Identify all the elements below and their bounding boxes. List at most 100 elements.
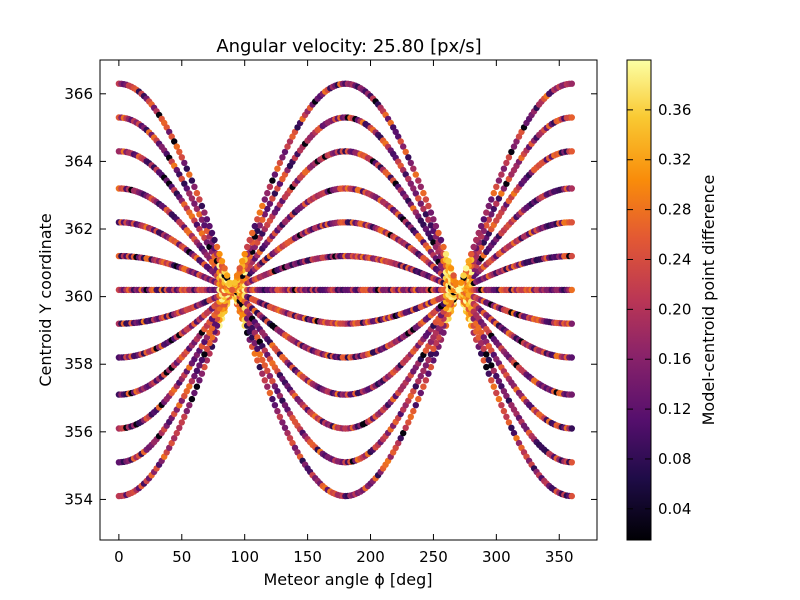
- scatter-point: [281, 424, 289, 431]
- scatter-point: [483, 363, 490, 371]
- scatter-point: [483, 209, 490, 216]
- scatter-point: [417, 389, 424, 397]
- scatter-point: [261, 211, 268, 218]
- scatter-point: [400, 429, 407, 437]
- scatter-point: [168, 439, 175, 447]
- scatter-point: [432, 350, 440, 357]
- scatter-point: [568, 492, 575, 500]
- scatter-point: [420, 205, 427, 213]
- scatter-point: [427, 209, 435, 216]
- scatter-point: [488, 211, 495, 218]
- scatter-point: [276, 159, 284, 167]
- scatter-point: [435, 324, 442, 332]
- scatter-point: [166, 444, 173, 451]
- scatter-point: [490, 205, 497, 213]
- y-tick-label: 366: [64, 85, 93, 103]
- x-tick-label: 300: [482, 548, 511, 566]
- scatter-point: [266, 372, 274, 380]
- scatter-point: [264, 367, 271, 374]
- scatter-point: [485, 356, 492, 364]
- scatter-point: [420, 383, 427, 390]
- x-tick-label: 200: [356, 548, 385, 566]
- scatter-point: [425, 370, 432, 377]
- scatter-point: [196, 196, 203, 203]
- scatter-point: [483, 351, 490, 358]
- colorbar-label: Model-centroid point difference: [699, 175, 718, 426]
- scatter-point: [495, 195, 503, 202]
- plot-frame: [99, 59, 598, 541]
- scatter-point: [261, 196, 268, 203]
- y-axis-label: Centroid Y coordinate: [36, 213, 55, 386]
- scatter-point: [181, 180, 188, 187]
- x-tick-label: 0: [114, 548, 124, 566]
- scatter-point: [410, 185, 417, 192]
- scatter-point: [392, 128, 399, 136]
- scatter-point: [203, 345, 211, 352]
- scatter-point: [186, 171, 193, 178]
- scatter-point: [480, 216, 487, 223]
- colorbar-tick-label: 0.08: [658, 450, 691, 468]
- scatter-point: [208, 229, 216, 237]
- scatter-point: [515, 439, 523, 447]
- scatter-point: [206, 339, 213, 347]
- scatter-point: [186, 190, 193, 197]
- scatter-point: [188, 195, 196, 202]
- scatter-point: [425, 356, 432, 364]
- scatter-point: [276, 392, 284, 400]
- scatter-point: [226, 279, 233, 286]
- scatter-point: [505, 419, 513, 426]
- scatter-point: [218, 258, 226, 265]
- scatter-point: [251, 350, 258, 357]
- scatter-point: [239, 258, 246, 265]
- scatter-point: [249, 334, 256, 341]
- scatter-point: [412, 402, 419, 409]
- scatter-point: [480, 357, 487, 364]
- scatter-point: [166, 128, 173, 136]
- scatter-point: [488, 377, 495, 384]
- scatter-point: [274, 165, 281, 172]
- scatter-point: [432, 339, 440, 347]
- scatter-point: [508, 424, 515, 431]
- scatter-point: [266, 183, 274, 190]
- scatter-point: [505, 154, 513, 161]
- scatter-point: [188, 395, 196, 403]
- scatter-point: [490, 367, 497, 374]
- scatter-point: [271, 171, 279, 178]
- scatter-point: [498, 171, 505, 178]
- x-tick-label: 250: [419, 548, 448, 566]
- scatter-point: [410, 388, 417, 395]
- colorbar-tick-label: 0.32: [658, 151, 691, 169]
- scatter-point: [286, 435, 294, 442]
- scatter-point: [405, 154, 412, 161]
- scatter-point: [508, 148, 515, 156]
- scatter-point: [183, 388, 190, 395]
- y-tick-label: 354: [64, 490, 93, 508]
- scatter-point: [422, 377, 430, 384]
- scatter-point: [568, 252, 575, 260]
- x-tick-label: 50: [172, 548, 191, 566]
- scatter-point: [412, 190, 419, 197]
- scatter-point: [198, 216, 206, 223]
- scatter-point: [498, 383, 505, 390]
- scatter-point: [455, 286, 462, 294]
- scatter-point: [417, 183, 424, 190]
- scatter-point: [206, 222, 213, 230]
- scatter-point: [430, 216, 437, 223]
- scatter-point: [269, 395, 276, 403]
- scatter-point: [480, 345, 487, 352]
- scatter-point: [201, 363, 208, 371]
- scatter-point: [171, 435, 178, 442]
- scatter-point: [203, 357, 211, 364]
- scatter-point: [407, 180, 414, 187]
- scatter-point: [485, 202, 492, 210]
- scatter-point: [495, 395, 503, 403]
- scatter-point: [432, 222, 440, 230]
- scatter-point: [488, 362, 495, 369]
- scatter-point: [203, 216, 211, 223]
- scatter-point: [201, 222, 208, 229]
- scatter-point: [186, 383, 193, 390]
- scatter-point: [191, 183, 198, 190]
- scatter-point: [274, 388, 281, 395]
- scatter-point: [236, 265, 243, 272]
- scatter-point: [415, 177, 422, 184]
